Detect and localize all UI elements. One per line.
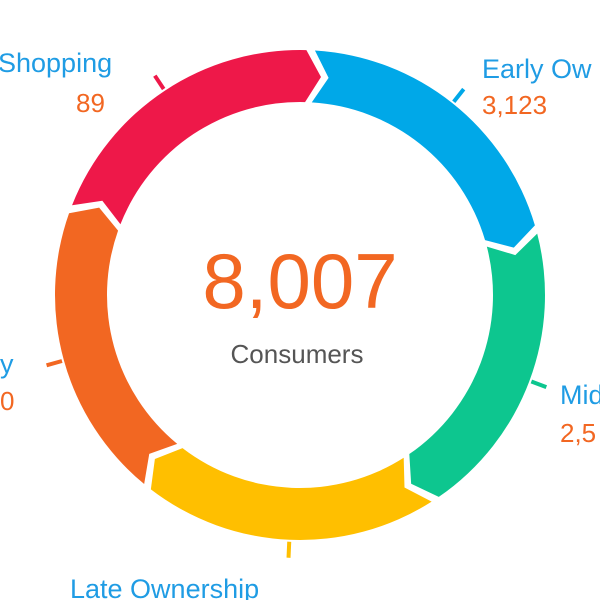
total-label: Consumers	[231, 339, 364, 369]
ring-segment	[150, 448, 432, 540]
segment-tick	[452, 87, 466, 103]
ring	[46, 50, 548, 558]
stage-value: 2,5	[560, 418, 596, 448]
segment-tick	[530, 379, 548, 389]
ring-segment	[72, 50, 321, 225]
segment-tick	[153, 74, 166, 91]
ring-segment	[409, 233, 545, 497]
stage-value: 0	[0, 386, 14, 416]
stage-label: Mid	[560, 380, 600, 410]
segment-tick	[46, 359, 63, 368]
ring-segment	[54, 207, 178, 485]
stage-label: y	[0, 349, 14, 379]
stage-label: Late Ownership	[70, 574, 259, 600]
ring-segment	[311, 50, 535, 248]
total-value: 8,007	[202, 237, 397, 325]
segment-tick	[286, 541, 292, 558]
stage-value: 89	[76, 88, 105, 118]
stage-label: Shopping	[0, 48, 112, 78]
stage-label: Early Ow	[482, 54, 592, 84]
stage-value: 3,123	[482, 90, 547, 120]
